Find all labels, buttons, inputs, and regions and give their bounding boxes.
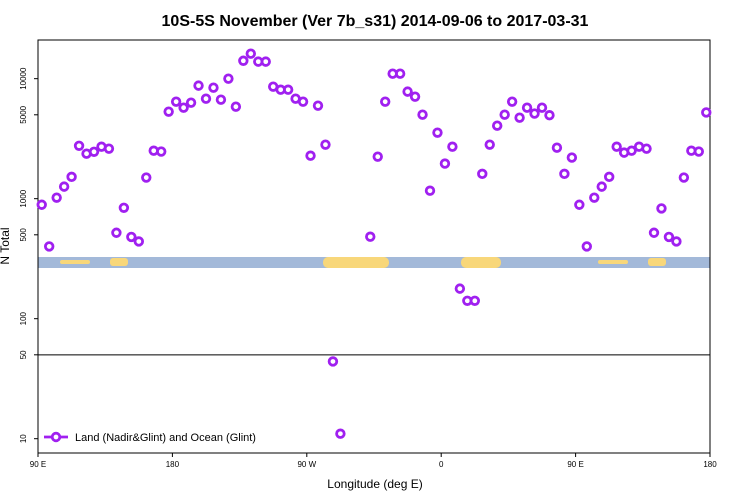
y-tick-label: 10	[19, 434, 28, 443]
point	[477, 168, 488, 180]
y-tick-label: 1000	[19, 189, 28, 207]
point	[596, 181, 607, 192]
point	[492, 120, 503, 131]
point	[484, 139, 495, 150]
point	[671, 236, 682, 247]
point	[215, 94, 227, 105]
point	[417, 109, 428, 120]
point	[589, 192, 600, 203]
point	[230, 101, 242, 112]
point	[529, 108, 540, 119]
x-tick-label: 90 W	[297, 460, 316, 469]
point	[641, 143, 652, 154]
point	[200, 93, 212, 104]
y-tick-label: 10000	[19, 67, 28, 90]
point	[604, 171, 615, 183]
map-strip	[38, 257, 710, 268]
point	[245, 48, 256, 59]
point	[402, 86, 413, 97]
point	[626, 145, 637, 156]
point	[454, 283, 466, 294]
point	[178, 102, 189, 113]
y-axis-label: N Total	[0, 227, 12, 264]
plot-frame	[37, 39, 711, 454]
point	[51, 192, 62, 203]
point	[118, 202, 130, 213]
y-tick-label: 50	[19, 350, 28, 359]
y-tick-label: 500	[19, 228, 28, 242]
point	[394, 68, 406, 79]
x-tick-label: 90 E	[30, 460, 46, 469]
legend-marker	[50, 431, 62, 443]
point	[141, 172, 152, 183]
point	[170, 96, 182, 107]
point	[536, 102, 548, 113]
point	[611, 141, 622, 152]
point	[305, 150, 316, 161]
point	[678, 172, 690, 183]
point	[103, 143, 115, 154]
point	[297, 96, 309, 107]
legend-label: Land (Nadir&Glint) and Ocean (Glint)	[75, 432, 256, 444]
point	[238, 55, 249, 66]
point	[372, 151, 383, 162]
y-tick-label: 100	[19, 311, 28, 325]
point	[581, 241, 592, 252]
x-tick-label: 180	[166, 460, 180, 469]
point	[88, 146, 100, 157]
point	[432, 127, 443, 138]
x-tick-label: 90 E	[567, 460, 583, 469]
point	[506, 96, 518, 107]
point	[111, 227, 122, 238]
point	[163, 106, 174, 117]
point	[185, 97, 197, 108]
point	[544, 110, 555, 121]
point	[208, 82, 219, 93]
point	[559, 168, 570, 180]
point	[312, 100, 324, 111]
point	[44, 241, 55, 252]
point	[36, 199, 47, 210]
point	[424, 185, 436, 196]
point	[648, 227, 660, 238]
point	[58, 181, 70, 192]
point	[514, 112, 525, 123]
point	[566, 152, 578, 163]
x-tick-label: 0	[439, 460, 444, 469]
point	[693, 146, 704, 157]
point	[439, 158, 451, 169]
point	[551, 142, 563, 153]
x-tick-label: 180	[703, 460, 717, 469]
y-tick-label: 5000	[19, 105, 28, 123]
point	[327, 356, 339, 367]
x-axis-label: Longitude (deg E)	[327, 477, 422, 491]
point	[320, 139, 331, 150]
point	[335, 428, 346, 439]
point	[499, 109, 510, 120]
point	[73, 140, 85, 151]
point	[656, 203, 667, 214]
point	[447, 141, 458, 152]
point	[380, 96, 391, 107]
point	[282, 84, 294, 95]
point	[193, 80, 204, 91]
point	[469, 295, 480, 306]
point	[365, 231, 376, 242]
point	[521, 102, 533, 113]
point	[126, 231, 137, 243]
point	[66, 171, 77, 183]
point	[155, 146, 167, 157]
point	[260, 56, 271, 67]
point	[574, 199, 585, 210]
point	[701, 107, 712, 118]
point	[133, 236, 144, 247]
point	[663, 231, 675, 243]
point	[223, 73, 234, 84]
chart-title: 10S-5S November (Ver 7b_s31) 2014-09-06 …	[162, 13, 589, 30]
point	[409, 91, 421, 102]
